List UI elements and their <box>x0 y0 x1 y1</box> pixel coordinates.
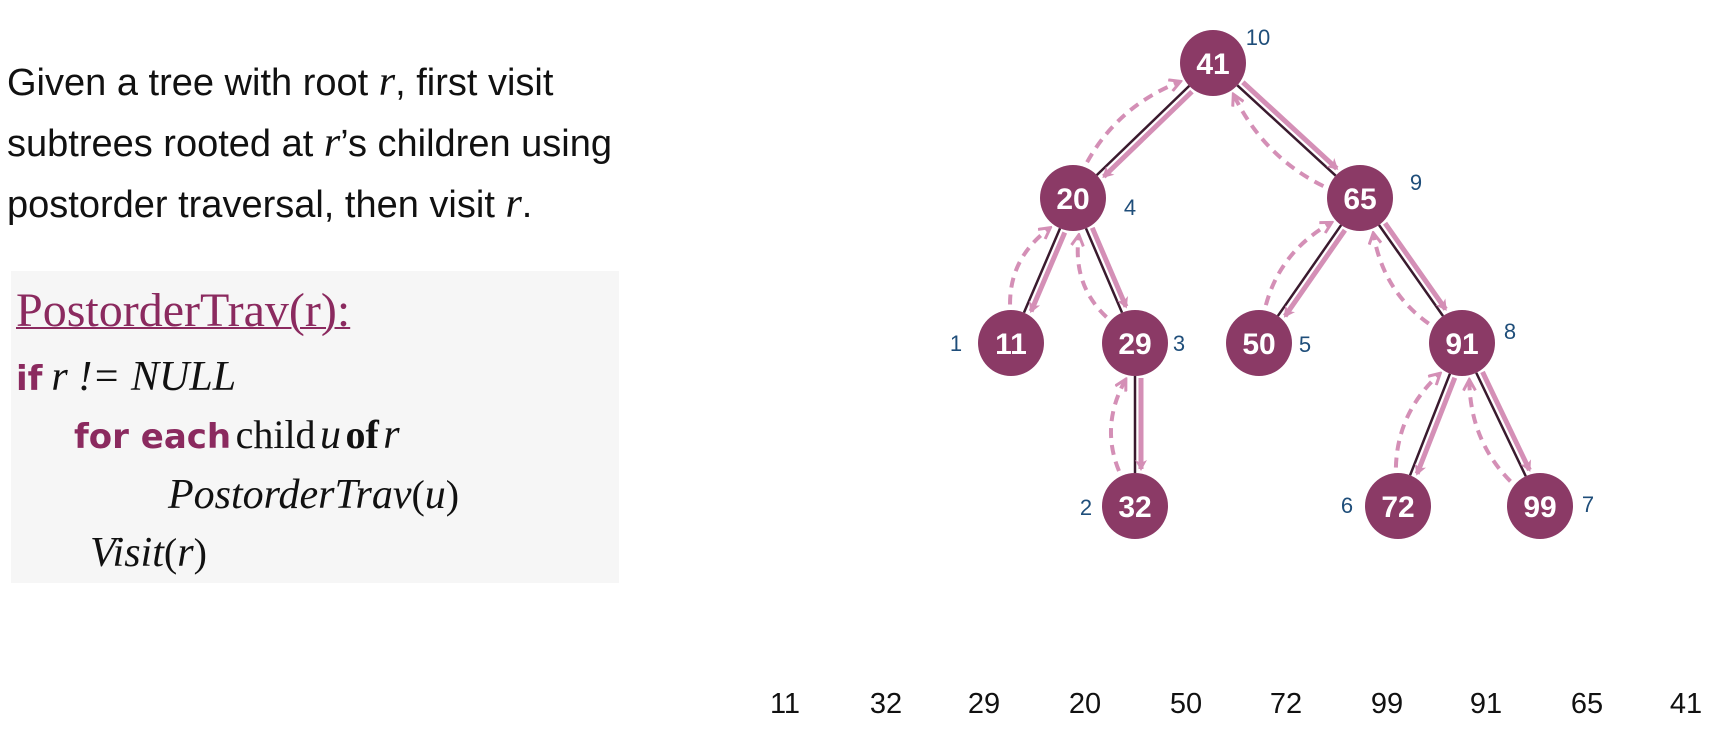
descend-arrow-n41-n20 <box>1102 89 1194 179</box>
visit-order-label-20: 4 <box>1124 195 1136 220</box>
visit-order-label-91: 8 <box>1504 319 1516 344</box>
visit-order-label-29: 3 <box>1173 331 1185 356</box>
visit-order-label-65: 9 <box>1410 170 1422 195</box>
tree-node-72 <box>1365 473 1431 539</box>
tree-edge-n65-n50 <box>1276 224 1343 317</box>
tree-node-29 <box>1102 310 1168 376</box>
pseudocode-box: PostorderTrav(r): if r != NULL for each … <box>11 271 619 583</box>
visit-order-label-41: 10 <box>1246 25 1270 50</box>
sequence-item: 99 <box>1370 688 1404 720</box>
sequence-item: 29 <box>967 688 1001 720</box>
tree-node-value-50: 50 <box>1242 328 1275 361</box>
tree-node-99 <box>1507 473 1573 539</box>
ascend-arrow-n29-n20 <box>1078 236 1108 319</box>
ascend-arrow-n91-n65 <box>1373 234 1430 326</box>
tree-edge-n91-n72 <box>1408 373 1452 476</box>
descend-arrow-n65-n91 <box>1383 221 1448 311</box>
visit-order-label-32: 2 <box>1080 495 1092 520</box>
description-line-1: Given a tree with root r, first visit <box>7 59 554 105</box>
tree-edge-n41-n65 <box>1236 84 1337 177</box>
tree-node-value-32: 32 <box>1118 491 1151 524</box>
description: Given a tree with root r, first visit su… <box>7 52 707 235</box>
tree-node-41 <box>1180 30 1246 96</box>
tree-node-value-72: 72 <box>1381 491 1414 524</box>
visit-order-label-99: 7 <box>1582 492 1594 517</box>
descend-arrow-n65-n50 <box>1283 228 1347 318</box>
if-condition: r != NULL <box>51 354 237 400</box>
ascend-arrow-n72-n91 <box>1393 374 1440 468</box>
tree-edge-n20-n29 <box>1084 227 1124 314</box>
tree-node-value-29: 29 <box>1118 328 1151 361</box>
tree-edge-n20-n11 <box>1022 227 1062 314</box>
visit-order-label-50: 5 <box>1299 332 1311 357</box>
sequence-item: 72 <box>1269 688 1303 720</box>
tree-node-65 <box>1327 165 1393 231</box>
sequence-item: 91 <box>1469 688 1503 720</box>
description-line-3: postorder traversal, then visit r. <box>7 181 533 227</box>
description-line-2: subtrees rooted at r’s children using <box>7 120 613 166</box>
visit-order-label-11: 1 <box>950 331 962 356</box>
tree-node-value-11: 11 <box>995 328 1027 361</box>
ascend-arrow-n50-n65 <box>1263 223 1331 306</box>
pseudocode-if-line: if r != NULL <box>16 353 236 401</box>
tree-node-32 <box>1102 473 1168 539</box>
ascend-arrow-n20-n41 <box>1085 82 1180 164</box>
descend-arrow-n91-n72 <box>1414 376 1458 476</box>
descend-arrow-n20-n11 <box>1028 231 1068 314</box>
tree-node-value-91: 91 <box>1445 328 1478 361</box>
tree-node-value-41: 41 <box>1196 48 1229 81</box>
ascend-arrow-n32-n29 <box>1109 380 1125 472</box>
visit-order-label-72: 6 <box>1341 493 1353 518</box>
sequence-item: 11 <box>769 688 801 720</box>
descend-arrow-n41-n65 <box>1241 80 1339 171</box>
tree-edge-n65-n91 <box>1377 224 1445 317</box>
descend-arrow-n20-n29 <box>1089 226 1129 309</box>
pseudocode-for-line: for each child u of r <box>74 412 400 458</box>
pseudocode-visit-line: Visit(r) <box>90 530 207 576</box>
tree-node-value-20: 20 <box>1056 183 1089 216</box>
tree-node-20 <box>1040 165 1106 231</box>
pseudocode-title: PostorderTrav(r): <box>16 284 351 337</box>
ascend-arrow-n11-n20 <box>1008 228 1050 305</box>
sequence-item: 32 <box>869 688 903 720</box>
sequence-item: 50 <box>1169 688 1203 720</box>
sequence-item: 20 <box>1068 688 1102 720</box>
sequence-item: 41 <box>1669 688 1703 720</box>
descend-arrow-n91-n99 <box>1480 370 1532 472</box>
ascend-arrow-n99-n91 <box>1469 381 1512 483</box>
tree-node-value-65: 65 <box>1343 183 1376 216</box>
for-each-keyword: for each <box>74 417 232 457</box>
tree-node-91 <box>1429 310 1495 376</box>
pseudocode-recursive-call: PostorderTrav(u) <box>168 472 460 518</box>
tree-node-50 <box>1226 310 1292 376</box>
if-keyword: if <box>16 359 43 399</box>
sequence-item: 65 <box>1570 688 1604 720</box>
tree-node-11 <box>978 310 1044 376</box>
tree-node-value-99: 99 <box>1523 491 1556 524</box>
tree-edge-n91-n99 <box>1475 372 1527 477</box>
tree-edge-n41-n20 <box>1095 85 1191 176</box>
